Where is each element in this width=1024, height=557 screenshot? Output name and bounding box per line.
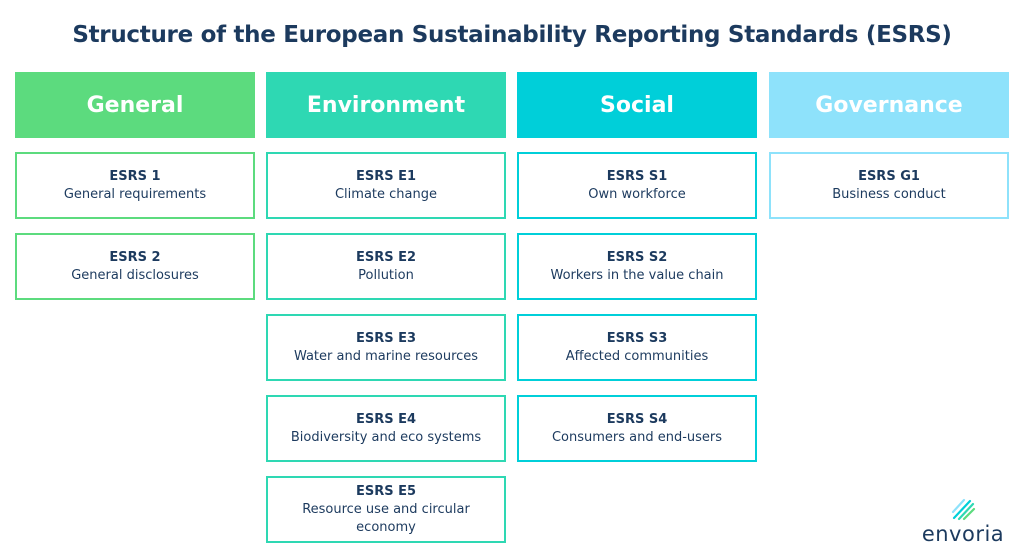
card-esrs-s3: ESRS S3 Affected communities [517, 314, 757, 381]
card-code: ESRS 1 [109, 168, 161, 184]
card-code: ESRS E2 [355, 249, 417, 265]
card-code: ESRS S2 [606, 249, 668, 265]
logo-text: envoria [921, 522, 1005, 546]
card-name: Workers in the value chain [550, 267, 724, 283]
card-esrs-s2: ESRS S2 Workers in the value chain [517, 233, 757, 300]
card-code: ESRS E1 [355, 168, 417, 184]
column-header-label: Environment [306, 92, 466, 118]
column-header-label: Governance [815, 92, 963, 118]
card-name: General requirements [63, 186, 207, 202]
card-esrs-e1: ESRS E1 Climate change [266, 152, 506, 219]
card-esrs-e3: ESRS E3 Water and marine resources [266, 314, 506, 381]
envoria-logo-icon [951, 498, 976, 521]
column-governance: Governance ESRS G1 Business conduct [769, 72, 1009, 233]
card-name: Business conduct [832, 186, 946, 202]
card-code: ESRS E3 [355, 330, 417, 346]
card-code: ESRS E4 [355, 411, 417, 427]
card-esrs-e2: ESRS E2 Pollution [266, 233, 506, 300]
column-general: General ESRS 1 General requirements ESRS… [15, 72, 255, 314]
column-header-label: Social [600, 92, 674, 118]
card-esrs-g1: ESRS G1 Business conduct [769, 152, 1009, 219]
card-code: ESRS E5 [355, 483, 417, 499]
card-code: ESRS G1 [858, 168, 920, 184]
page-title: Structure of the European Sustainability… [72, 22, 952, 48]
card-esrs-e5: ESRS E5 Resource use and circular econom… [266, 476, 506, 543]
envoria-logo: envoria [915, 498, 1011, 546]
column-header-environment: Environment [266, 72, 506, 138]
card-name: General disclosures [71, 267, 199, 283]
column-social: Social ESRS S1 Own workforce ESRS S2 Wor… [517, 72, 757, 476]
card-name: Own workforce [588, 186, 686, 202]
column-header-general: General [15, 72, 255, 138]
column-header-governance: Governance [769, 72, 1009, 138]
card-name: Affected communities [565, 348, 709, 364]
column-header-social: Social [517, 72, 757, 138]
card-code: ESRS S1 [606, 168, 668, 184]
card-name: Climate change [334, 186, 437, 202]
card-esrs-e4: ESRS E4 Biodiversity and eco systems [266, 395, 506, 462]
card-esrs-s1: ESRS S1 Own workforce [517, 152, 757, 219]
card-code: ESRS S4 [606, 411, 668, 427]
column-environment: Environment ESRS E1 Climate change ESRS … [266, 72, 506, 557]
card-esrs-1: ESRS 1 General requirements [15, 152, 255, 219]
card-name: Water and marine resources [293, 348, 479, 364]
card-code: ESRS S3 [606, 330, 668, 346]
card-esrs-s4: ESRS S4 Consumers and end-users [517, 395, 757, 462]
card-name: Biodiversity and eco systems [290, 429, 482, 445]
card-name: Pollution [358, 267, 414, 283]
card-name: Resource use and circular economy [302, 501, 470, 535]
card-name: Consumers and end-users [551, 429, 723, 445]
column-header-label: General [86, 92, 184, 118]
card-esrs-2: ESRS 2 General disclosures [15, 233, 255, 300]
card-code: ESRS 2 [109, 249, 161, 265]
